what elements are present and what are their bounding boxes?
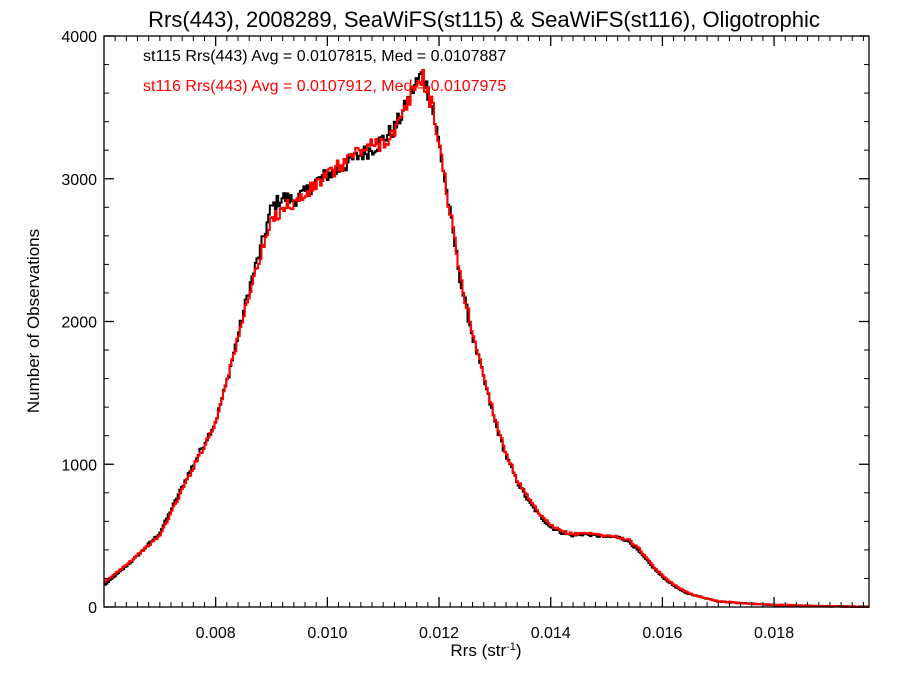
- x-tick-label: 0.014: [531, 625, 571, 642]
- plot-frame: [103, 35, 870, 608]
- x-tick-label: 0.016: [642, 625, 682, 642]
- x-tick-label: 0.010: [307, 625, 347, 642]
- x-tick-label: 0.012: [419, 625, 459, 642]
- stats-line-1: st115 Rrs(443) Avg = 0.0107815, Med = 0.…: [143, 48, 506, 65]
- y-tick-label: 1000: [61, 457, 97, 474]
- chart-title: Rrs(443), 2008289, SeaWiFS(st115) & SeaW…: [148, 7, 820, 32]
- x-axis-label-close: ): [516, 641, 522, 660]
- y-axis-label: Number of Observations: [24, 229, 43, 413]
- series-line-1: [104, 71, 869, 608]
- x-axis-label-main: Rrs (str: [450, 641, 506, 660]
- y-tick-label: 3000: [61, 172, 97, 189]
- x-axis-label: Rrs (str-1): [450, 641, 521, 660]
- x-tick-label: 0.008: [196, 625, 236, 642]
- y-tick-label: 2000: [61, 315, 97, 332]
- y-tick-label: 0: [88, 600, 97, 617]
- statistics-legend: st115 Rrs(443) Avg = 0.0107815, Med = 0.…: [143, 48, 506, 95]
- stats-line-2: st116 Rrs(443) Avg = 0.0107912, Med = 0.…: [143, 78, 506, 95]
- x-axis-label-superscript: -1: [506, 641, 516, 653]
- axis-ticks: 0.008 0.010 0.012 0.014 0.016 0.018 0 1000 2000 3…: [61, 29, 869, 642]
- y-tick-label: 4000: [61, 29, 97, 46]
- series-group: [104, 68, 869, 608]
- x-tick-label: 0.018: [754, 625, 794, 642]
- series-line-2: [104, 68, 869, 608]
